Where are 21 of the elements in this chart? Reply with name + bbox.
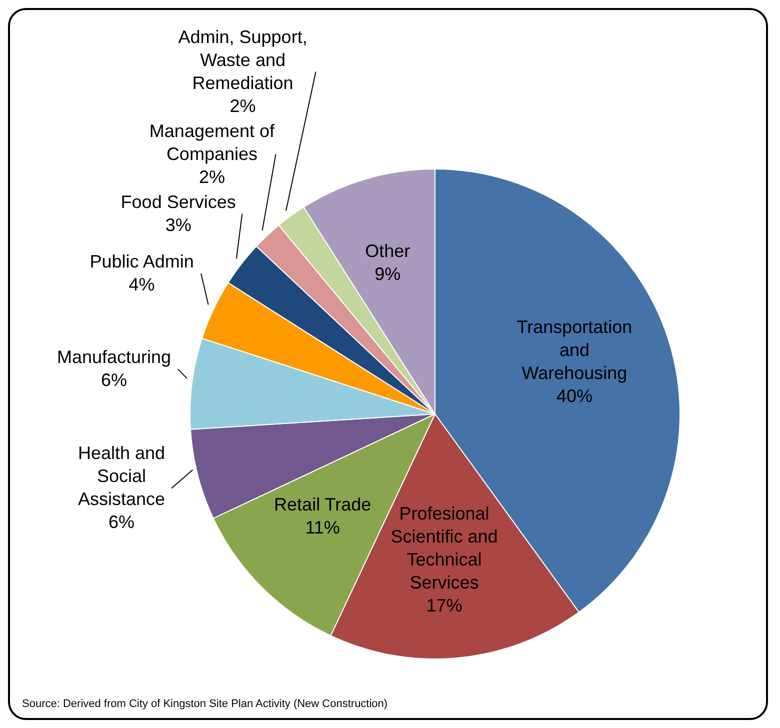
slice-label: Management of Companies <box>149 120 276 164</box>
slice-label: Admin, Support, Waste and Remediation <box>178 26 308 93</box>
slice-label: Transportation and Warehousing <box>516 317 632 384</box>
data-label: 6% <box>108 512 135 532</box>
source-note: Source: Derived from City of Kingston Site Plan Activity (New Construction) <box>22 698 388 710</box>
slice-label: Manufacturing <box>56 347 172 368</box>
slice-label: Other <box>365 241 410 262</box>
slice-label: Public Admin <box>90 251 194 272</box>
data-label: 6% <box>101 370 128 390</box>
data-label: 3% <box>165 214 192 235</box>
data-label: 2% <box>230 96 256 116</box>
slice-label: Health and Social Assistance <box>78 443 166 510</box>
slice-label: Food Services <box>120 192 236 212</box>
slice-label: Profesional Scientific and Technical Services <box>390 504 498 593</box>
data-label: 40% <box>556 386 592 406</box>
data-label: 4% <box>128 274 155 294</box>
data-label: 2% <box>198 166 225 187</box>
data-label: 9% <box>374 264 401 284</box>
slice-label: Retail Trade <box>274 494 372 514</box>
data-label: 11% <box>305 517 340 538</box>
data-label: 17% <box>426 596 462 616</box>
